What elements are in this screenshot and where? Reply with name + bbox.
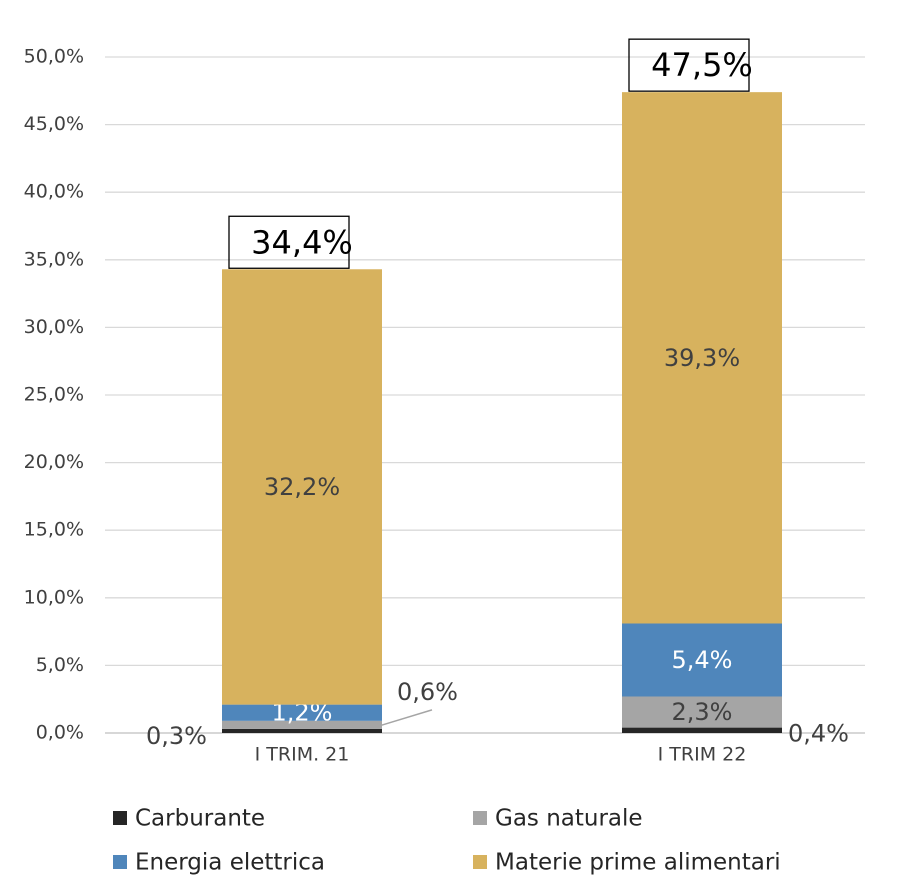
bar-segment: [622, 727, 782, 733]
y-tick-label: 15,0%: [24, 519, 84, 541]
y-tick-label: 45,0%: [24, 113, 84, 135]
bar-segment: [622, 696, 782, 728]
data-label: 0,3%: [146, 722, 207, 750]
leader-line: [375, 709, 433, 728]
bar-segment: [222, 720, 382, 729]
total-label: 47,5%: [651, 46, 753, 84]
total-box: [628, 38, 750, 92]
y-tick-label: 0,0%: [36, 722, 84, 744]
data-label: 2,3%: [672, 698, 733, 726]
legend-swatch: [473, 811, 487, 825]
legend-swatch: [473, 855, 487, 869]
bar-segment: [222, 269, 382, 705]
y-tick-label: 10,0%: [24, 586, 84, 608]
legend-label: Carburante: [135, 806, 265, 832]
data-label: 0,6%: [397, 678, 458, 706]
bar-segment: [222, 728, 382, 733]
y-tick-label: 40,0%: [24, 181, 84, 203]
data-label: 5,4%: [672, 646, 733, 674]
y-tick-label: 30,0%: [24, 316, 84, 338]
bar-segment: [222, 704, 382, 721]
x-tick-label: I TRIM 22: [658, 744, 747, 766]
y-tick-label: 35,0%: [24, 248, 84, 270]
legend-label: Materie prime alimentari: [495, 850, 781, 876]
total-box: [228, 215, 350, 269]
legend-swatch: [113, 811, 127, 825]
y-tick-label: 20,0%: [24, 451, 84, 473]
data-label: 32,2%: [264, 473, 340, 501]
x-tick-label: I TRIM. 21: [255, 744, 350, 766]
total-label: 34,4%: [251, 223, 353, 261]
legend-label: Energia elettrica: [135, 850, 325, 876]
y-tick-label: 5,0%: [36, 654, 84, 676]
legend-swatch: [113, 855, 127, 869]
y-tick-label: 25,0%: [24, 384, 84, 406]
data-label: 0,4%: [788, 719, 849, 747]
bar-segment: [622, 92, 782, 624]
data-label: 39,3%: [664, 344, 740, 372]
bar-segment: [622, 623, 782, 697]
legend-label: Gas naturale: [495, 806, 643, 832]
y-tick-label: 50,0%: [24, 46, 84, 68]
